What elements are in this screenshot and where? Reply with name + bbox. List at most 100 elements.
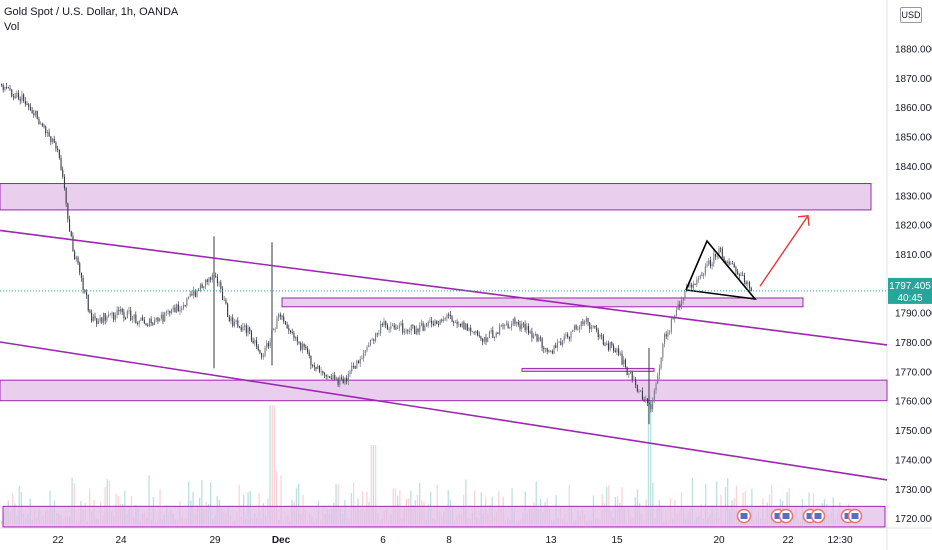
candle-body [147, 325, 149, 327]
price-tick-label: 1750.000 [895, 426, 932, 437]
candle-body [308, 352, 310, 356]
candle-body [142, 317, 144, 320]
candle-body [708, 260, 710, 265]
candle-body [743, 275, 745, 283]
candle-body [223, 299, 225, 301]
candle-body [349, 371, 351, 375]
candle-body [672, 318, 674, 320]
candle-body [694, 283, 696, 285]
candle-body [130, 310, 132, 320]
candle-body [655, 383, 657, 391]
candle-body [529, 331, 531, 334]
candle-body [647, 398, 649, 403]
volume-indicator-label[interactable]: Vol [4, 21, 20, 33]
candle-body [390, 326, 392, 329]
candle-body [46, 132, 48, 134]
candle-body [509, 326, 511, 328]
candle-body [62, 169, 64, 177]
candle-body [536, 334, 538, 341]
candle-body [701, 275, 703, 277]
candle-body [652, 400, 654, 410]
candle-body [140, 317, 142, 322]
candle-body [735, 267, 737, 272]
candle-body [31, 110, 33, 114]
candle-body [585, 318, 587, 322]
candle-body [633, 379, 635, 381]
candle-body [716, 256, 718, 258]
candle-body [225, 299, 227, 304]
candle-body [283, 316, 285, 322]
candle-body [730, 263, 732, 265]
candle-body [621, 353, 623, 365]
candle-body [300, 342, 302, 350]
candle-body [29, 106, 31, 111]
symbol-title[interactable]: Gold Spot / U.S. Dollar, 1h, OANDA [4, 6, 179, 18]
candle-body [480, 336, 482, 340]
candle-body [89, 310, 91, 313]
candle-body [519, 324, 521, 329]
candle-body [596, 327, 598, 331]
candle-body [312, 365, 314, 366]
volume-bar [608, 485, 610, 525]
projection-arrow-head [797, 215, 810, 226]
candle-body [293, 333, 295, 339]
candle-body [118, 309, 120, 312]
candle-body [728, 261, 730, 265]
candle-body [407, 330, 409, 332]
volume-bar [210, 482, 212, 525]
candle-body [747, 282, 749, 285]
candle-body [412, 325, 414, 327]
pennant-pattern [685, 239, 757, 301]
candle-body [599, 334, 601, 338]
candle-body [14, 96, 16, 98]
candle-body [103, 313, 105, 323]
candle-body [135, 314, 137, 324]
candle-body [703, 273, 705, 276]
candle-body [592, 325, 594, 328]
candle-body [286, 324, 288, 329]
candle-body [167, 310, 169, 312]
candle-body [50, 136, 52, 142]
candle-body [669, 331, 671, 333]
candle-body [35, 110, 37, 116]
price-tick-label: 1850.000 [895, 133, 932, 144]
candle-body [393, 325, 395, 328]
candle-body [502, 325, 504, 327]
volume-bar [375, 445, 377, 525]
candle-body [497, 332, 499, 334]
candle-body [52, 138, 54, 142]
candle-body [172, 307, 174, 310]
candle-body [419, 325, 421, 333]
candle-body [380, 323, 382, 334]
candle-body [492, 330, 494, 339]
currency-badge[interactable]: USD [900, 7, 922, 23]
candle-body [111, 312, 113, 315]
channel-line [0, 341, 888, 481]
projection-arrow [759, 215, 809, 287]
candle-body [721, 248, 723, 258]
candle-body [315, 366, 317, 370]
candle-body [650, 404, 652, 410]
candle-body [206, 279, 208, 282]
candle-body [363, 353, 365, 358]
candle-body [546, 348, 548, 352]
volume-bar [370, 445, 372, 525]
price-tick-label: 1830.000 [895, 191, 932, 202]
candle-body [160, 314, 162, 319]
volume-bar [18, 486, 20, 525]
candle-body [664, 334, 666, 344]
candle-body [210, 277, 212, 280]
candle-body [63, 176, 65, 189]
volume-bar [148, 475, 150, 525]
volume-bar [372, 445, 375, 525]
candle-body [296, 337, 298, 342]
candle-body [203, 286, 205, 289]
volume-bar [727, 478, 729, 525]
candle-body [341, 377, 343, 379]
economic-event-flag [814, 513, 822, 519]
candle-body [681, 300, 683, 307]
candle-body [242, 326, 244, 331]
volume-bar [716, 481, 718, 525]
